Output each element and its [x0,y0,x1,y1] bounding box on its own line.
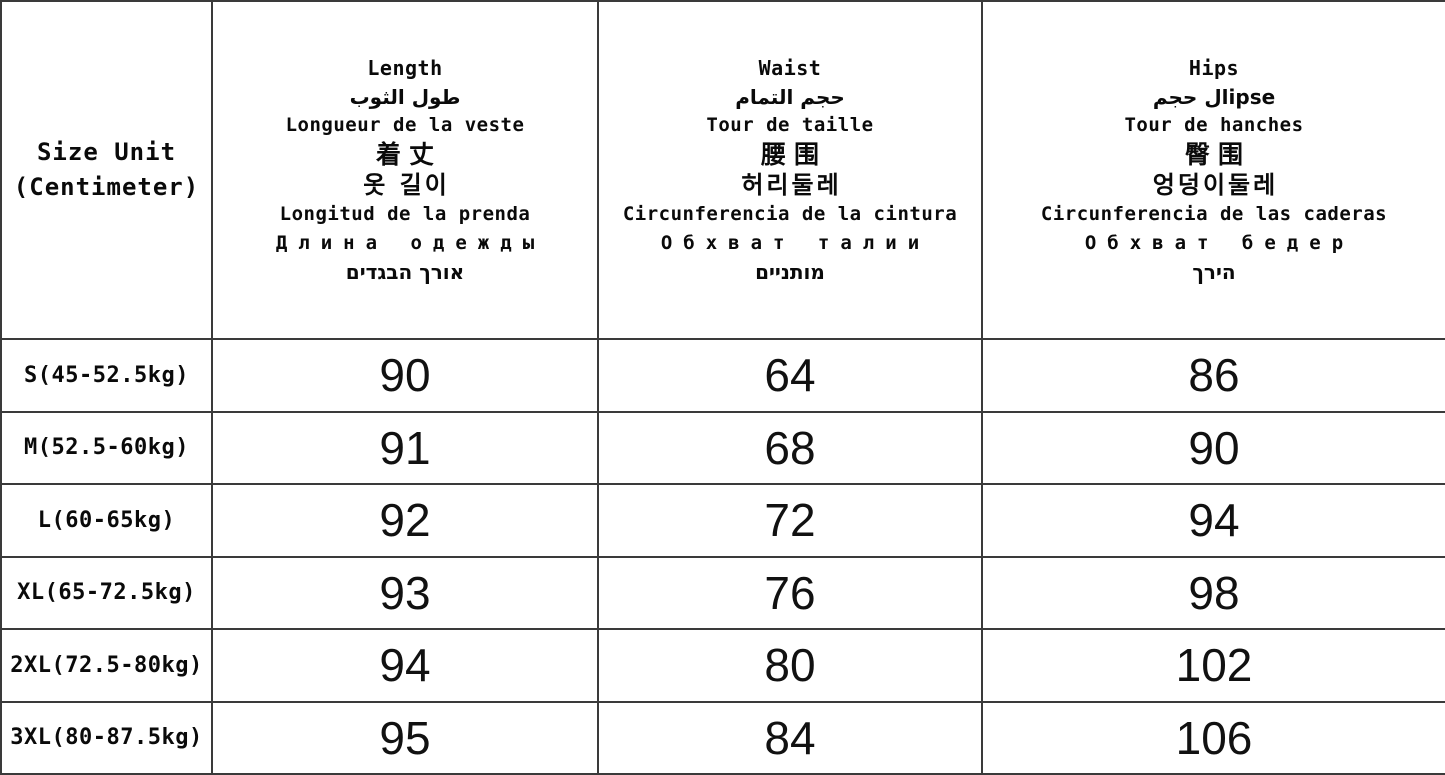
hips-value: 106 [981,700,1445,775]
hips-label-chinese: 臀围 [1184,139,1251,169]
waist-value: 76 [597,555,983,630]
hips-label-hebrew: הירך [1192,259,1236,284]
length-label-arabic: طول الثوب [349,84,461,109]
column-header-length: Length طول الثوب Longueur de la veste 着丈… [211,0,599,340]
waist-label-russian: Обхват талии [660,231,931,254]
waist-label-hebrew: מותניים [755,259,825,284]
table-row-2xl: 2XL(72.5-80kg) 94 80 102 [0,628,1445,703]
hips-value: 86 [981,338,1445,413]
length-value: 94 [211,628,599,703]
hips-value: 98 [981,555,1445,630]
row-label-xl: XL(65-72.5kg) [0,555,213,630]
waist-label-arabic: حجم التمام [735,84,845,109]
length-value: 93 [211,555,599,630]
waist-label-chinese: 腰围 [760,139,827,169]
length-value: 90 [211,338,599,413]
hips-value: 102 [981,628,1445,703]
corner-header-size-unit: Size Unit (Centimeter) [0,0,213,340]
column-header-hips: Hips حجم ‎الipse Tour de hanches 臀围 엉덩이둘… [981,0,1445,340]
waist-label-spanish: Circunferencia de la cintura [622,202,958,225]
length-value: 91 [211,410,599,485]
hips-label-arabic: حجم ‎الipse [1152,84,1276,109]
hips-value: 90 [981,410,1445,485]
header-row: Size Unit (Centimeter) Length طول الثوب … [0,0,1445,340]
length-label-hebrew: אורך הבגדים [345,259,465,284]
length-label-french: Longueur de la veste [285,113,525,136]
row-label-l: L(60-65kg) [0,483,213,558]
hips-label-russian: Обхват бедер [1084,231,1355,254]
length-label-russian: Длина одежды [275,231,546,254]
unit-centimeter-label: (Centimeter) [13,173,200,201]
waist-label-korean: 허리둘레 [741,170,842,199]
length-label-english: Length [367,55,443,80]
hips-value: 94 [981,483,1445,558]
hips-label-french: Tour de hanches [1124,113,1304,136]
column-header-waist: Waist حجم التمام Tour de taille 腰围 허리둘레 … [597,0,983,340]
hips-label-spanish: Circunferencia de las caderas [1040,202,1388,225]
row-label-s: S(45-52.5kg) [0,338,213,413]
table-row-3xl: 3XL(80-87.5kg) 95 84 106 [0,700,1445,775]
table-row-xl: XL(65-72.5kg) 93 76 98 [0,555,1445,630]
length-label-japanese: 着丈 [375,139,442,169]
waist-label-french: Tour de taille [706,113,874,136]
length-value: 95 [211,700,599,775]
waist-value: 80 [597,628,983,703]
table-row-l: L(60-65kg) 92 72 94 [0,483,1445,558]
table-row-m: M(52.5-60kg) 91 68 90 [0,410,1445,485]
waist-label-english: Waist [758,55,822,80]
length-label-korean: 옷 길이 [363,170,450,199]
waist-value: 72 [597,483,983,558]
waist-value: 64 [597,338,983,413]
size-unit-label: Size Unit [36,138,177,166]
table-row-s: S(45-52.5kg) 90 64 86 [0,338,1445,413]
row-label-m: M(52.5-60kg) [0,410,213,485]
hips-label-english: Hips [1188,55,1240,80]
waist-value: 68 [597,410,983,485]
hips-label-korean: 엉덩이둘레 [1152,170,1279,199]
length-value: 92 [211,483,599,558]
row-label-2xl: 2XL(72.5-80kg) [0,628,213,703]
row-label-3xl: 3XL(80-87.5kg) [0,700,213,775]
waist-value: 84 [597,700,983,775]
length-label-spanish: Longitud de la prenda [279,202,531,225]
